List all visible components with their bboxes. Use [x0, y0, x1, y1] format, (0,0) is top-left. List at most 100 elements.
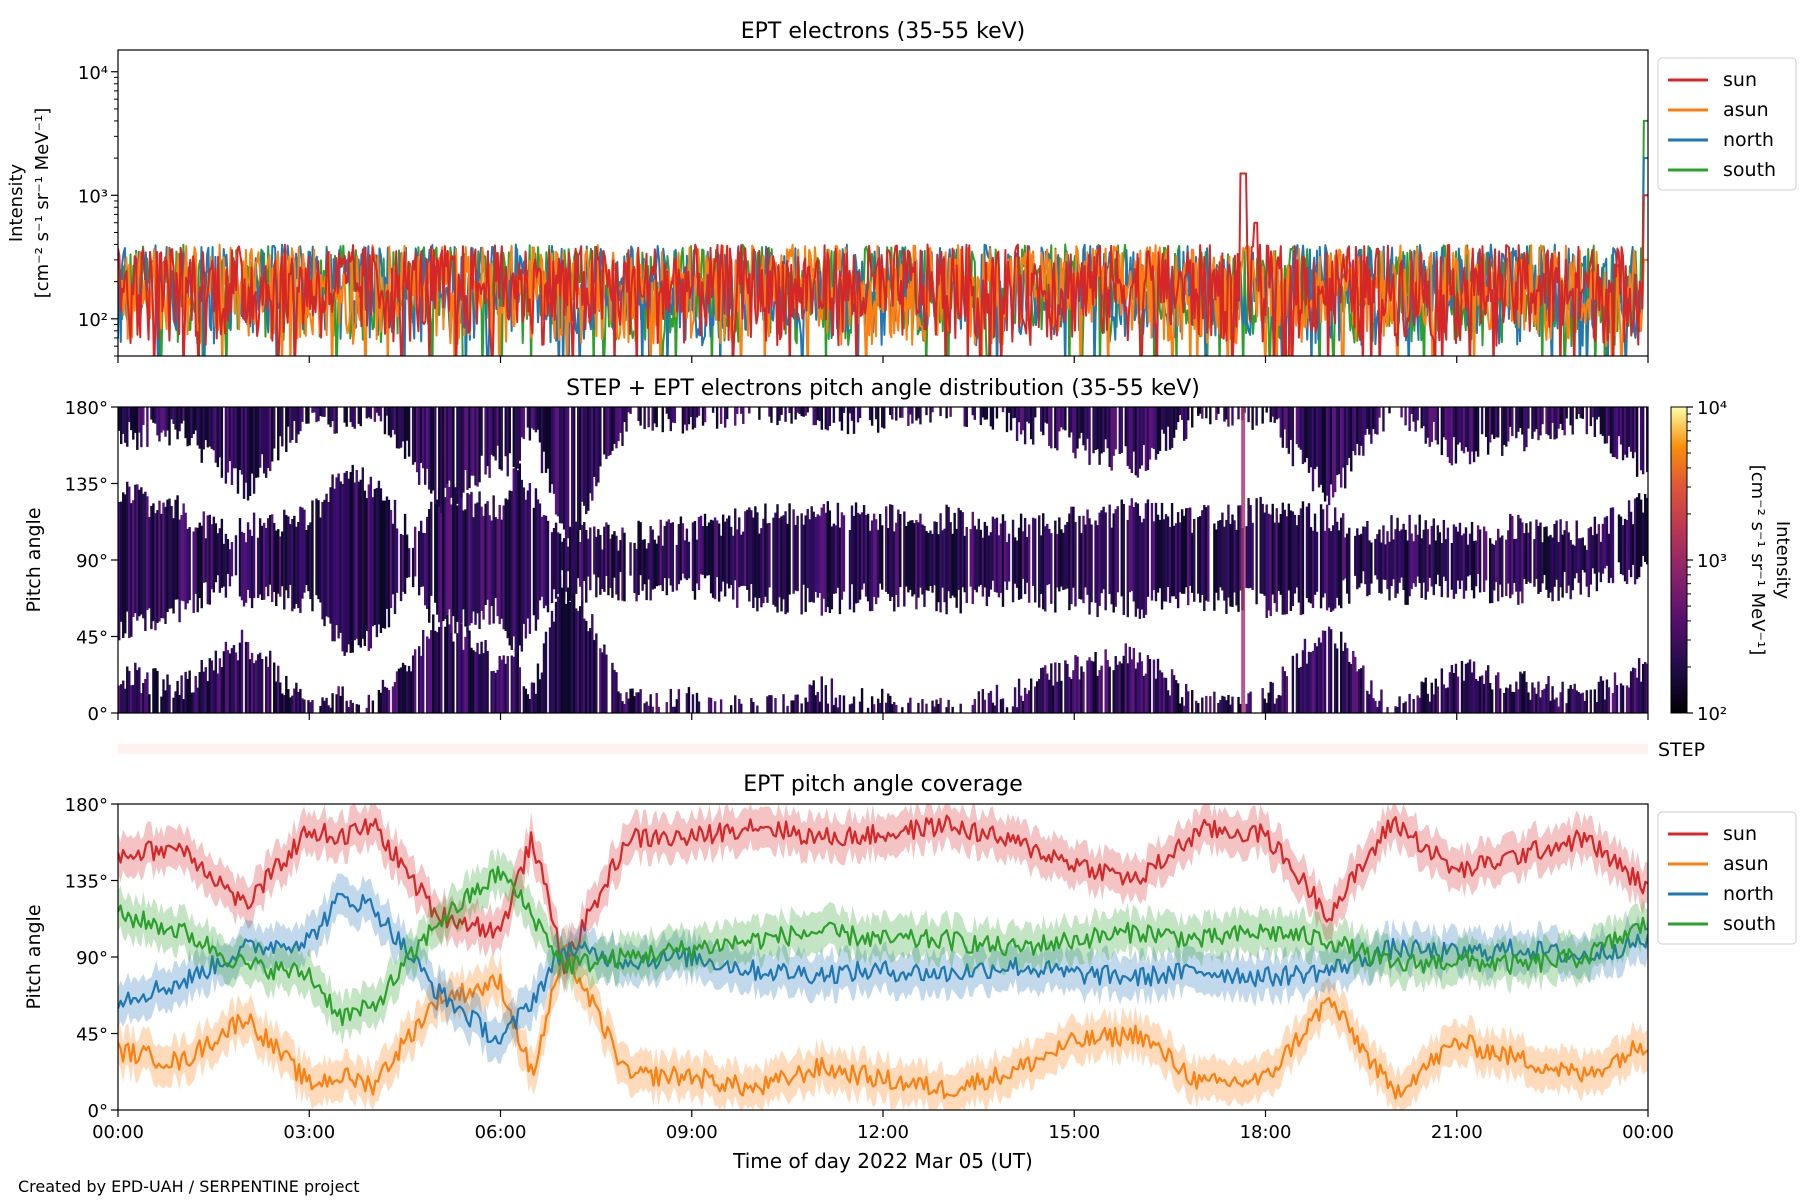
heatmap-cell [985, 525, 989, 607]
heatmap-cell [516, 646, 520, 713]
heatmap-cell [299, 688, 302, 713]
heatmap-cell [166, 407, 169, 431]
heatmap-cell [236, 407, 240, 494]
heatmap-cell [407, 548, 411, 578]
heatmap-cell [1424, 407, 1427, 444]
heatmap-cell [756, 705, 759, 713]
heatmap-cell [740, 407, 743, 414]
x-tick-label: 00:00 [92, 1122, 144, 1143]
heatmap-cell [1412, 407, 1415, 422]
heatmap-cell [1507, 688, 1510, 713]
heatmap-cell [476, 407, 479, 487]
heatmap-cell [1317, 637, 1321, 713]
heatmap-cell [118, 685, 121, 713]
heatmap-cell [452, 482, 455, 617]
heatmap-cell [1428, 701, 1431, 713]
heatmap-cell [1090, 524, 1093, 603]
heatmap-cell [333, 407, 336, 434]
heatmap-cell [1054, 662, 1057, 713]
heatmap-cell [1406, 540, 1409, 605]
heatmap-cell [1064, 660, 1067, 713]
heatmap-cell [1104, 512, 1107, 611]
heatmap-cell [154, 513, 157, 631]
heatmap-cell [989, 407, 993, 427]
heatmap-cell [1172, 407, 1176, 438]
heatmap-cell [1285, 516, 1289, 615]
heatmap-cell [1555, 407, 1558, 439]
heatmap-cell [496, 407, 499, 446]
heatmap-cell [335, 407, 338, 434]
heatmap-cell [1128, 407, 1132, 469]
heatmap-cell [1386, 707, 1389, 713]
heatmap-cell [212, 670, 216, 713]
heatmap-cell [1186, 691, 1190, 713]
heatmap-cell [1070, 407, 1073, 433]
heatmap-cell [895, 704, 898, 713]
heatmap-cell [891, 407, 894, 420]
heatmap-cell [250, 652, 254, 713]
heatmap-cell [1080, 532, 1083, 600]
heatmap-cell [136, 669, 139, 713]
panel2-y-tick-label: 0° [88, 704, 108, 725]
heatmap-cell [283, 509, 286, 610]
heatmap-cell [806, 407, 809, 413]
heatmap-cell [1364, 407, 1367, 435]
heatmap-cell [1376, 407, 1379, 435]
heatmap-cell [874, 519, 878, 605]
heatmap-cell [1299, 666, 1303, 713]
heatmap-cell [1627, 500, 1631, 570]
heatmap-cell [460, 623, 463, 713]
heatmap-cell [156, 670, 159, 713]
heatmap-cell [1305, 506, 1309, 598]
heatmap-cell [395, 671, 399, 713]
heatmap-cell [502, 505, 505, 630]
heatmap-cell [1434, 678, 1438, 713]
heatmap-cell [379, 407, 383, 422]
heatmap-cell [538, 407, 542, 443]
heatmap-cell [194, 407, 197, 431]
heatmap-cell [1501, 407, 1504, 456]
heatmap-cell [184, 407, 187, 439]
heatmap-cell [1011, 407, 1015, 419]
heatmap-cell [279, 682, 282, 713]
heatmap-cell [625, 407, 628, 432]
heatmap-cell [1130, 498, 1134, 591]
heatmap-cell [633, 542, 636, 594]
heatmap-cell [1299, 508, 1303, 616]
heatmap-cell [989, 532, 993, 590]
heatmap-cell [528, 698, 532, 713]
heatmap-cell [315, 407, 318, 423]
heatmap-cell [1197, 407, 1200, 416]
heatmap-cell [1319, 407, 1323, 485]
panel2-y-tick-label: 45° [76, 628, 108, 649]
heatmap-cell [407, 407, 411, 457]
heatmap-cell [504, 498, 507, 631]
heatmap-cell [333, 488, 336, 642]
heatmap-cell [583, 618, 586, 713]
heatmap-cell [1007, 407, 1011, 413]
heatmap-cell [1042, 667, 1045, 713]
heatmap-cell [128, 670, 131, 713]
heatmap-cell [760, 528, 763, 608]
heatmap-cell [1474, 540, 1478, 587]
heatmap-cell [697, 516, 701, 591]
heatmap-cell [120, 684, 123, 713]
heatmap-cell [1333, 407, 1337, 493]
heatmap-cell [804, 515, 807, 612]
heatmap-cell [214, 650, 218, 713]
heatmap-cell [1319, 642, 1323, 713]
heatmap-cell [719, 407, 723, 424]
colorbar-tick-label: 10³ [1697, 551, 1727, 572]
heatmap-cell [1434, 407, 1438, 441]
heatmap-cell [1597, 524, 1601, 573]
heatmap-cell [1080, 666, 1083, 713]
heatmap-cell [1539, 697, 1542, 713]
heatmap-cell [246, 522, 250, 590]
heatmap-cell [1007, 533, 1011, 582]
panel2-y-tick-label: 180° [65, 398, 108, 419]
heatmap-cell [393, 499, 397, 615]
heatmap-cell [1335, 407, 1339, 476]
heatmap-cell [579, 407, 582, 530]
heatmap-cell [957, 507, 960, 590]
heatmap-cell [488, 407, 491, 478]
